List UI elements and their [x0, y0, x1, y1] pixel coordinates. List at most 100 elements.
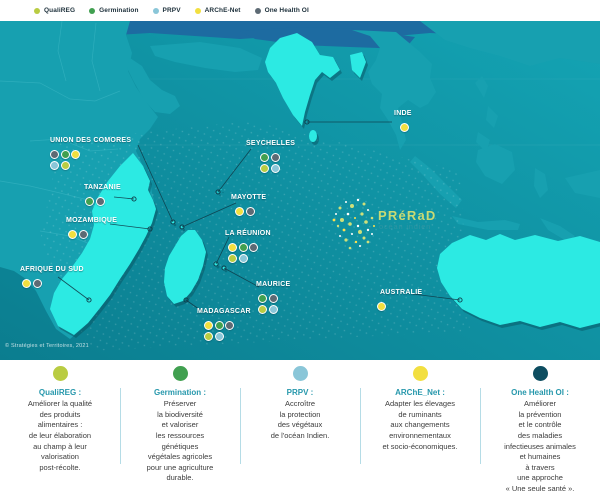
map-label-union-des-comores: UNION DES COMORES	[50, 137, 132, 144]
timor	[540, 218, 575, 242]
legend-item-germination: Germination	[89, 7, 138, 14]
qualireg-dot-icon	[34, 7, 40, 14]
column-divider	[240, 388, 241, 464]
arche_net-dot-icon	[235, 207, 244, 216]
legend-item-one-health: One Health OI	[254, 7, 309, 14]
qualireg-dot-icon	[260, 163, 269, 173]
column-divider	[120, 388, 121, 464]
marker-dots-maurice	[258, 294, 282, 314]
arche_net-dot-icon	[228, 243, 237, 252]
description-title: ARChE_Net :	[395, 388, 445, 397]
description-body: Adapter les élevages de ruminants aux ch…	[382, 399, 458, 451]
description-body: Améliorer la prévention et le contrôle d…	[504, 399, 576, 493]
prpv-dot-icon	[238, 253, 248, 263]
prerad-logo-subtitle: océan indien	[379, 222, 432, 231]
description-title: PRPV :	[286, 388, 314, 397]
legend-item-prpv: PRPV	[152, 7, 181, 14]
legend-label: PRPV	[162, 7, 181, 14]
marker-dots-mayotte	[235, 207, 259, 216]
arche_net-dot-icon	[204, 321, 213, 330]
legend-item-qualireg: QualiREG	[34, 7, 75, 14]
project-descriptions: QualiREG : Améliorer la qualité des prod…	[0, 360, 600, 493]
one-health-dot-icon	[532, 366, 548, 381]
borneo	[476, 144, 515, 184]
prpv-dot-icon	[214, 331, 224, 341]
column-divider	[480, 388, 481, 464]
arche_net-dot-icon	[71, 150, 80, 159]
germination-dot-icon	[89, 7, 96, 14]
marker-dots-la-reunion	[228, 243, 263, 263]
legend-bar: QualiREG Germination PRPV ARChE-Net One …	[0, 0, 600, 21]
map-label-australie: AUSTRALIE	[380, 289, 423, 296]
marker-dots-inde	[400, 123, 412, 132]
australia	[437, 234, 600, 328]
description-body: Accroître la protection des végétaux de …	[270, 399, 330, 440]
iran-pakistan	[150, 42, 262, 72]
map-label-maurice: MAURICE	[256, 281, 291, 288]
arabia	[127, 58, 180, 114]
sri-lanka	[309, 130, 317, 142]
indochina	[352, 30, 436, 150]
map-label-inde: INDE	[394, 110, 412, 117]
madagascar	[164, 230, 206, 304]
bangladesh	[350, 52, 366, 78]
one_health-dot-icon	[268, 294, 278, 303]
description-one-health: One Health OI : Améliorer la prévention …	[480, 360, 600, 493]
new-guinea	[565, 170, 600, 198]
map-geography	[0, 21, 600, 360]
germination-dot-icon	[60, 150, 70, 159]
description-prpv: PRPV : Accroître la protection des végét…	[240, 360, 360, 493]
legend-label: ARChE-Net	[204, 7, 241, 14]
java	[452, 216, 520, 230]
one-health-dot-icon	[254, 7, 261, 14]
marker-dots-madagascar	[204, 321, 239, 341]
arche_net-dot-icon	[68, 230, 77, 239]
description-title: One Health OI :	[511, 388, 569, 397]
qualireg-dot-icon	[52, 366, 68, 381]
one_health-dot-icon	[78, 230, 88, 239]
qualireg-dot-icon	[228, 253, 237, 263]
description-germination: Germination : Préserver la biodiversité …	[120, 360, 240, 493]
highlighted-countries	[50, 33, 600, 335]
germination-dot-icon	[260, 153, 269, 162]
legend-item-arche-net: ARChE-Net	[194, 7, 241, 14]
arche_net-dot-icon	[377, 302, 386, 311]
germination-dot-icon	[172, 366, 188, 381]
prpv-dot-icon	[152, 7, 159, 14]
east-asia	[420, 21, 600, 66]
germination-dot-icon	[258, 294, 267, 303]
map-label-mayotte: MAYOTTE	[231, 194, 267, 201]
map-label-mozambique: MOZAMBIQUE	[66, 217, 118, 224]
map-label-la-reunion: LA RÉUNION	[225, 230, 271, 237]
one_health-dot-icon	[95, 197, 105, 206]
arche_net-dot-icon	[22, 279, 31, 288]
prpv-dot-icon	[50, 160, 59, 170]
description-title: QualiREG :	[38, 388, 82, 397]
qualireg-dot-icon	[258, 304, 267, 314]
arche-net-dot-icon	[194, 7, 201, 14]
prpv-dot-icon	[292, 366, 308, 381]
arche-net-dot-icon	[412, 366, 428, 381]
description-body: Préserver la biodiversité et valoriser l…	[146, 399, 214, 483]
description-arche-net: ARChE_Net : Adapter les élevages de rumi…	[360, 360, 480, 493]
marker-dots-afrique-du-sud	[22, 279, 46, 288]
map-label-madagascar: MADAGASCAR	[197, 308, 251, 315]
column-divider	[360, 388, 361, 464]
one_health-dot-icon	[249, 243, 258, 252]
qualireg-dot-icon	[204, 331, 213, 341]
one_health-dot-icon	[245, 207, 255, 216]
map-label-tanzanie: TANZANIE	[84, 184, 121, 191]
arche_net-dot-icon	[400, 123, 409, 132]
description-qualireg: QualiREG : Améliorer la qualité des prod…	[0, 360, 120, 493]
copyright-notice: © Stratégies et Territoires, 2021	[5, 343, 89, 349]
map-label-afrique-du-sud: AFRIQUE DU SUD	[20, 266, 84, 273]
description-body: Améliorer la qualité des produits alimen…	[27, 399, 93, 472]
legend-label: One Health OI	[264, 7, 309, 14]
qualireg-dot-icon	[60, 160, 70, 170]
marker-dots-mozambique	[68, 230, 92, 239]
map-label-seychelles: SEYCHELLES	[246, 140, 296, 147]
marker-dots-seychelles	[260, 153, 284, 173]
seychelles-island	[220, 188, 222, 191]
one_health-dot-icon	[32, 279, 42, 288]
